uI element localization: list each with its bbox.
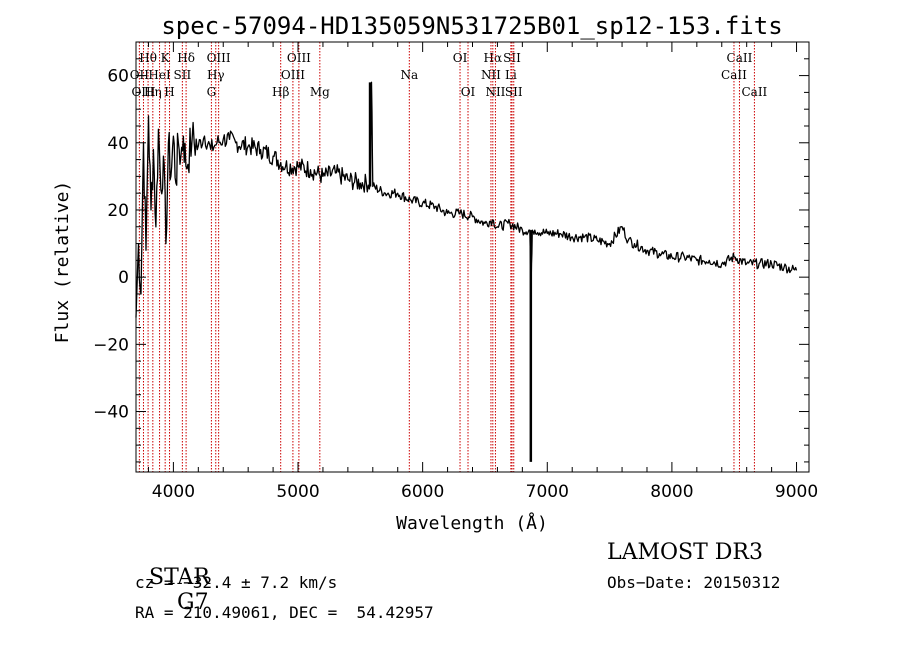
survey-name: LAMOST DR3 <box>607 540 763 565</box>
x-tick-label: 5000 <box>276 482 319 502</box>
spectral-line-label: CaII <box>727 51 753 65</box>
spectrum-trace <box>135 81 798 462</box>
spectral-line-label: OI <box>453 51 468 65</box>
spectral-line-label: OII <box>130 68 150 82</box>
spectral-line-label: CaII <box>721 68 747 82</box>
plot-frame <box>135 41 810 473</box>
spectral-line-label: Na <box>400 68 418 82</box>
axes: 4000 5000 6000 7000 8000 9000 −40 −20 0 20 40 60 <box>93 41 818 502</box>
spectral-line-label: SII <box>505 85 523 99</box>
y-axis-label: Flux (relative) <box>52 181 73 344</box>
spectral-line-label: SII <box>503 51 521 65</box>
x-tick-label: 6000 <box>401 482 444 502</box>
spectral-line-label: Hγ <box>207 68 225 82</box>
spectral-line-label: H <box>164 85 174 99</box>
spectral-line-label: OIII <box>281 68 305 82</box>
y-tick-label: −40 <box>93 403 129 423</box>
spectral-line-label: HeI <box>148 68 171 82</box>
spectral-line-label: Hα <box>484 51 503 65</box>
spectral-line-label: Hβ <box>272 85 289 99</box>
coordinates-info: RA = 210.49061, DEC = 54.42957 <box>135 603 434 622</box>
spectral-line-label: NII <box>481 68 501 82</box>
spectral-line-label: Hθ <box>139 51 157 65</box>
spectral-line-label: Li <box>505 68 517 82</box>
y-tick-label: 0 <box>118 268 129 288</box>
spectrum-line <box>135 81 798 318</box>
spectral-line-label: Hδ <box>177 51 195 65</box>
x-tick-label: 8000 <box>650 482 693 502</box>
spectral-line-label: Mg <box>310 85 330 99</box>
y-tick-label: 40 <box>107 134 129 154</box>
observation-date: Obs−Date: 20150312 <box>607 573 781 592</box>
y-tick-label: 60 <box>107 67 129 87</box>
y-tick-label: −20 <box>93 335 129 355</box>
object-subclass: G7 <box>177 590 209 615</box>
spectral-line-label: Hη <box>144 85 162 99</box>
x-tick-label: 7000 <box>526 482 569 502</box>
chart-title: spec-57094-HD135059N531725B01_sp12-153.f… <box>161 12 782 40</box>
spectral-line-label: OIII <box>131 85 155 99</box>
spectral-line-label: G <box>207 85 217 99</box>
spectral-line-label: NII <box>485 85 505 99</box>
spectral-line-label: OI <box>461 85 476 99</box>
spectral-line-label: CaII <box>741 85 767 99</box>
x-tick-label: 4000 <box>152 482 195 502</box>
spectral-line-label: OIII <box>207 51 231 65</box>
spectral-line-label: OIII <box>287 51 311 65</box>
spectral-line-label: K <box>161 51 171 65</box>
x-tick-label: 9000 <box>775 482 818 502</box>
redshift-info: cz = −32.4 ± 7.2 km/s <box>135 573 338 592</box>
spectral-line-label: SII <box>174 68 192 82</box>
y-tick-label: 20 <box>107 201 129 221</box>
object-type: STAR <box>149 565 210 590</box>
x-axis-label: Wavelength (Å) <box>396 512 548 534</box>
